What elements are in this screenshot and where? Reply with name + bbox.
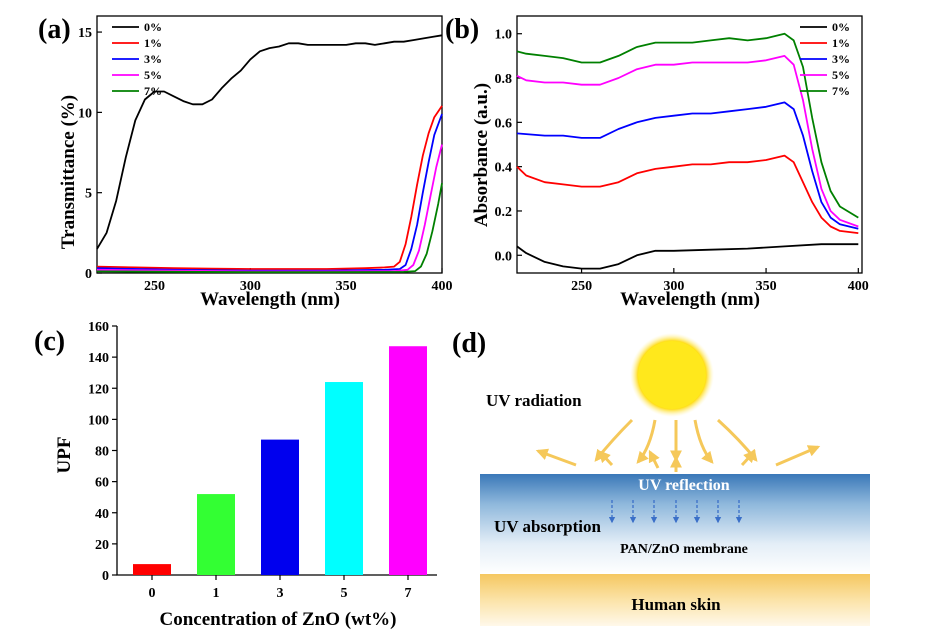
y-tick-label: 0.2 bbox=[495, 205, 513, 220]
y-tick-label: 10 bbox=[78, 106, 92, 121]
panel-c-bars: 0 1 3 5 7 bbox=[133, 346, 427, 601]
reflection-arrows bbox=[535, 418, 821, 472]
panel-b-curves bbox=[516, 32, 859, 270]
x-tick-label: 250 bbox=[571, 279, 592, 294]
bar-1 bbox=[197, 494, 235, 575]
y-tick-label: 0.6 bbox=[495, 116, 513, 131]
legend-label: 1% bbox=[832, 36, 850, 50]
absorption-arrows bbox=[608, 500, 743, 524]
y-tick-label: 0 bbox=[102, 569, 109, 584]
uv-reflect-arrow bbox=[740, 450, 756, 467]
legend-label: 0% bbox=[144, 20, 162, 34]
y-tick-label: 100 bbox=[88, 413, 109, 428]
y-tick-label: 1.0 bbox=[495, 28, 513, 43]
panel-b-ylabel: Absorbance (a.u.) bbox=[471, 83, 492, 227]
y-tick-label: 20 bbox=[95, 538, 109, 553]
series-line-5pct bbox=[516, 55, 859, 228]
x-tick-label: 350 bbox=[336, 279, 357, 294]
panel-a-curves bbox=[96, 34, 443, 274]
legend-label: 7% bbox=[144, 84, 162, 98]
panel-a-ylabel: Transmittance (%) bbox=[58, 95, 79, 249]
series-line-5pct bbox=[96, 144, 443, 273]
uv-reflection-label: UV reflection bbox=[638, 477, 729, 494]
y-tick-label: 0.8 bbox=[495, 72, 513, 87]
x-tick-label: 400 bbox=[848, 279, 869, 294]
y-tick-label: 160 bbox=[88, 320, 109, 335]
y-tick-label: 40 bbox=[95, 507, 109, 522]
x-tick-label: 300 bbox=[663, 279, 684, 294]
uv-reflect-arrow bbox=[598, 450, 614, 467]
panel-b: (b) 250 300 350 400 0.0 0.2 0.4 0.6 0.8 1.0 0% 1% 3… bbox=[445, 14, 869, 310]
panel-d: (d) UV radiation UV ref bbox=[452, 328, 870, 626]
legend-label: 1% bbox=[144, 36, 162, 50]
membrane-layer bbox=[480, 474, 870, 574]
y-tick-label: 15 bbox=[78, 26, 92, 41]
legend-label: 7% bbox=[832, 84, 850, 98]
x-tick-label: 7 bbox=[405, 586, 412, 601]
panel-c: (c) 0 20 40 60 80 100 120 140 160 0 1 3 5 7 Concentr… bbox=[34, 320, 437, 630]
panel-b-ticks: 250 300 350 400 0.0 0.2 0.4 0.6 0.8 1.0 bbox=[495, 28, 869, 294]
x-tick-label: 250 bbox=[144, 279, 165, 294]
panel-b-label: (b) bbox=[445, 14, 479, 45]
y-tick-label: 0.4 bbox=[495, 161, 513, 176]
panel-c-label: (c) bbox=[34, 326, 65, 357]
x-tick-label: 1 bbox=[213, 586, 220, 601]
series-line-0pct bbox=[516, 243, 859, 270]
sun-core bbox=[638, 341, 706, 409]
bar-7 bbox=[389, 346, 427, 575]
uv-ray-arrow bbox=[693, 419, 714, 464]
bar-3 bbox=[261, 439, 299, 575]
panel-a-legend: 0% 1% 3% 5% 7% bbox=[112, 20, 162, 98]
panel-b-legend: 0% 1% 3% 5% 7% bbox=[800, 20, 850, 98]
series-line-1pct bbox=[96, 105, 443, 270]
series-line-3pct bbox=[516, 101, 859, 230]
uv-reflect-arrow bbox=[535, 448, 577, 467]
panel-b-xlabel: Wavelength (nm) bbox=[620, 289, 760, 310]
bar-0 bbox=[133, 564, 171, 575]
y-tick-label: 120 bbox=[88, 382, 109, 397]
y-tick-label: 5 bbox=[85, 187, 92, 202]
membrane-label: PAN/ZnO membrane bbox=[620, 542, 748, 557]
x-tick-label: 5 bbox=[341, 586, 348, 601]
panel-c-ylabel: UPF bbox=[54, 437, 75, 474]
uv-reflect-arrow bbox=[775, 445, 821, 467]
series-line-7pct bbox=[516, 32, 859, 219]
series-line-0pct bbox=[96, 34, 443, 250]
y-tick-label: 0.0 bbox=[495, 249, 513, 264]
panel-c-ticks: 0 20 40 60 80 100 120 140 160 bbox=[88, 320, 117, 584]
panel-a-label: (a) bbox=[38, 14, 71, 45]
series-line-7pct bbox=[96, 182, 443, 274]
legend-label: 3% bbox=[144, 52, 162, 66]
panel-b-plot-frame bbox=[516, 15, 863, 274]
panel-a: (a) 250 300 350 400 0 5 10 15 0% 1% 3% 5% 7% Wavele… bbox=[38, 14, 453, 310]
uv-radiation-label: UV radiation bbox=[486, 391, 582, 410]
panel-c-xlabel: Concentration of ZnO (wt%) bbox=[160, 609, 397, 630]
y-tick-label: 140 bbox=[88, 351, 109, 366]
series-line-1pct bbox=[516, 154, 859, 234]
uv-reflect-arrow bbox=[648, 449, 660, 469]
panel-a-ticks: 250 300 350 400 0 5 10 15 bbox=[78, 26, 453, 294]
legend-label: 3% bbox=[832, 52, 850, 66]
series-line-3pct bbox=[96, 113, 443, 272]
uv-ray-arrow bbox=[636, 419, 657, 464]
y-tick-label: 80 bbox=[95, 445, 109, 460]
x-tick-label: 0 bbox=[149, 586, 156, 601]
x-tick-label: 300 bbox=[240, 279, 261, 294]
x-tick-label: 3 bbox=[277, 586, 284, 601]
legend-label: 5% bbox=[832, 68, 850, 82]
legend-label: 5% bbox=[144, 68, 162, 82]
bar-5 bbox=[325, 382, 363, 575]
panel-a-xlabel: Wavelength (nm) bbox=[200, 289, 340, 310]
y-tick-label: 60 bbox=[95, 476, 109, 491]
uv-absorption-label: UV absorption bbox=[494, 517, 601, 536]
y-tick-label: 0 bbox=[85, 267, 92, 282]
skin-label: Human skin bbox=[631, 595, 721, 614]
legend-label: 0% bbox=[832, 20, 850, 34]
panel-d-label: (d) bbox=[452, 328, 486, 359]
x-tick-label: 400 bbox=[432, 279, 453, 294]
x-tick-label: 350 bbox=[756, 279, 777, 294]
skin-layer bbox=[480, 574, 870, 626]
